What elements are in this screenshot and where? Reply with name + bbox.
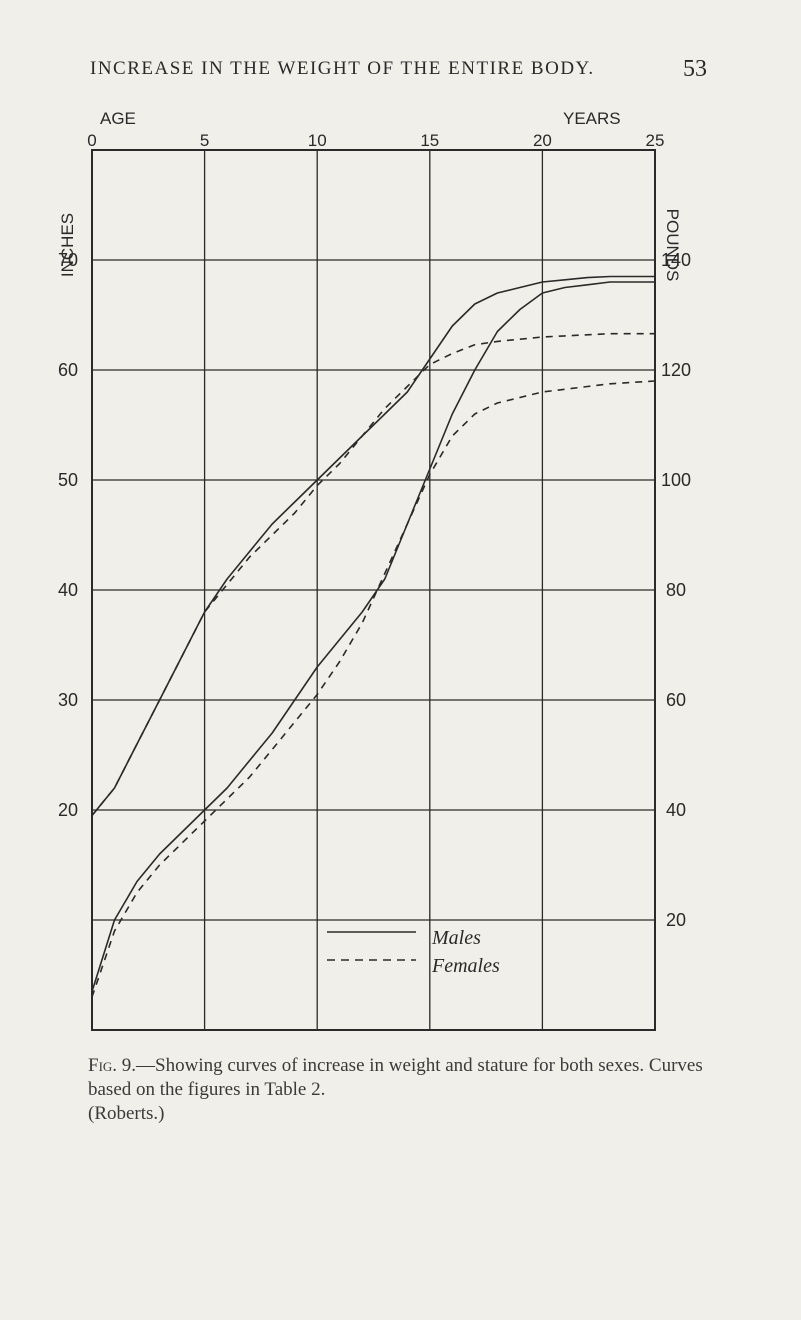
x-tick-label: 15 [420,131,439,150]
grid-lines [92,150,655,1030]
x-tick-label: 10 [308,131,327,150]
page-number: 53 [683,56,707,82]
growth-chart: AGE YEARS 0 5 10 15 20 25 INCHES 70 60 50 40 30 20… [58,109,691,1031]
caption-credit: (Roberts.) [88,1103,165,1124]
x-tick-label: 0 [87,131,96,150]
x-tick-label: 25 [646,131,665,150]
series-weight-females-line [91,380,656,998]
y-right-tick-label: 40 [666,800,686,820]
figure-caption: Fig. 9.—Showing curves of increase in we… [88,1054,718,1126]
legend: Males Females [327,927,500,977]
series-lines [91,275,656,998]
y-axis-right: POUNDS 140 120 100 80 60 40 20 [661,209,691,930]
y-right-tick-label: 120 [661,360,691,380]
running-head: INCREASE IN THE WEIGHT OF THE ENTIRE BOD… [90,58,595,79]
y-left-tick-label: 60 [58,360,78,380]
y-right-tick-label: 100 [661,470,691,490]
y-right-tick-label: 20 [666,910,686,930]
y-axis-left-label: INCHES [58,213,77,277]
y-left-tick-label: 50 [58,470,78,490]
x-tick-label: 5 [200,131,209,150]
y-axis-left: INCHES 70 60 50 40 30 20 [58,213,78,820]
x-axis: AGE YEARS 0 5 10 15 20 25 [87,109,664,150]
y-left-tick-label: 70 [58,250,78,270]
y-axis-right-label: POUNDS [663,209,682,282]
series-stature-males-line [91,275,655,817]
caption-lead: Fig. 9. [88,1055,137,1076]
y-left-tick-label: 40 [58,580,78,600]
y-left-tick-label: 20 [58,800,78,820]
y-right-tick-label: 60 [666,690,686,710]
x-axis-label-right: YEARS [563,109,621,128]
series-weight-males-line [91,281,655,992]
series-stature-females-line [91,332,655,817]
legend-label-males: Males [431,927,481,949]
legend-label-females: Females [431,955,500,977]
x-axis-label-left: AGE [100,109,136,128]
caption-body: —Showing curves of increase in weight an… [88,1055,703,1100]
y-right-tick-label: 140 [661,250,691,270]
x-tick-label: 20 [533,131,552,150]
y-left-tick-label: 30 [58,690,78,710]
y-right-tick-label: 80 [666,580,686,600]
